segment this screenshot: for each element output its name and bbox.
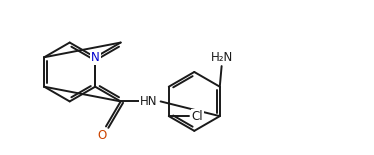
Text: N: N: [91, 51, 99, 64]
Text: H₂N: H₂N: [211, 51, 233, 64]
Text: HN: HN: [140, 95, 157, 108]
Text: Cl: Cl: [192, 110, 203, 123]
Text: O: O: [98, 129, 107, 142]
